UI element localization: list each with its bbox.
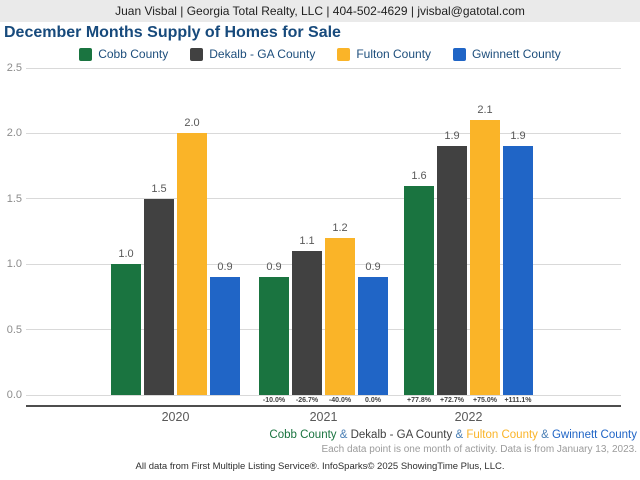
bar-value-label: 1.9 <box>444 130 460 142</box>
legend-swatch-cobb-county <box>79 47 93 61</box>
pct-change-label: +75.0% <box>473 397 497 404</box>
y-axis-tick-1.0: 1.0 <box>6 258 22 271</box>
legend-item-dekalb-ga-county: Dekalb - GA County <box>190 47 315 61</box>
x-axis-label-2022: 2022 <box>454 410 483 424</box>
bar-gwinnett-county-2021[interactable]: 0.9 <box>358 261 388 395</box>
pct-change-label: -10.0% <box>262 397 286 404</box>
bar-cobb-county-2020[interactable]: 1.0 <box>111 248 141 395</box>
legend-swatch-gwinnett-county <box>453 47 467 61</box>
legend-item-cobb-county: Cobb County <box>79 47 168 61</box>
bar-group-2021: 0.9 1.1 1.2 0.9 <box>259 68 388 395</box>
bar-value-label: 2.0 <box>184 117 200 129</box>
bar-value-label: 1.0 <box>118 248 134 260</box>
pct-change-label: +72.7% <box>440 397 464 404</box>
legend-swatch-dekalb-ga-county <box>190 47 204 61</box>
bar-group-2020: 1.0 1.5 2.0 0.9 <box>111 68 240 395</box>
pct-change-row-2022: +77.8% +72.7% +75.0% +111.1% <box>404 397 533 405</box>
bar-gwinnett-county-2020[interactable]: 0.9 <box>210 261 240 395</box>
plot-area: 0.0 0.5 1.0 1.5 2.0 2.5 1.0 1.5 2.0 0.9 2020 0.9 1.1… <box>7 62 621 424</box>
agent-contact-bar: Juan Visbal | Georgia Total Realty, LLC … <box>0 0 640 22</box>
footer-county-cobb-county: Cobb County <box>269 429 337 441</box>
gridline-1.5 <box>26 198 621 200</box>
pct-change-row-2021: -10.0% -26.7% -40.0% 0.0% <box>259 397 388 405</box>
gridline-1.0 <box>26 263 621 265</box>
footer-separator: & <box>537 429 552 441</box>
pct-change-label: 0.0% <box>365 397 381 404</box>
gridline-0.5 <box>26 329 621 331</box>
bar-fulton-county-2021[interactable]: 1.2 <box>325 222 355 395</box>
pct-change-label: -40.0% <box>328 397 352 404</box>
legend-label-gwinnett-county: Gwinnett County <box>472 47 561 61</box>
footer-attribution: All data from First Multiple Listing Ser… <box>135 461 505 472</box>
x-axis-label-2021: 2021 <box>309 410 338 424</box>
chart-legend: Cobb County Dekalb - GA County Fulton Coun… <box>0 46 640 62</box>
footer-data-note: Each data point is one month of activity… <box>321 444 637 455</box>
bar-cobb-county-2021[interactable]: 0.9 <box>259 261 289 395</box>
footer-county-fulton-county: Fulton County <box>466 429 538 441</box>
legend-item-gwinnett-county: Gwinnett County <box>453 47 561 61</box>
y-axis-tick-2.0: 2.0 <box>6 127 22 140</box>
bar-cobb-county-2022[interactable]: 1.6 <box>404 170 434 395</box>
bar-value-label: 2.1 <box>477 104 493 116</box>
bar-value-label: 1.1 <box>299 235 315 247</box>
footer-separator: & <box>336 429 351 441</box>
pct-change-label: +77.8% <box>407 397 431 404</box>
bar-value-label: 1.9 <box>510 130 526 142</box>
y-axis-tick-0.0: 0.0 <box>6 389 22 401</box>
y-axis-tick-0.5: 0.5 <box>6 323 22 336</box>
bar-value-label: 1.6 <box>411 170 427 182</box>
bar-dekalb-ga-county-2022[interactable]: 1.9 <box>437 130 467 395</box>
bar-dekalb-ga-county-2021[interactable]: 1.1 <box>292 235 322 395</box>
gridline-0.0 <box>26 394 621 396</box>
bar-value-label: 0.9 <box>365 261 381 273</box>
pct-change-label: +111.1% <box>504 397 532 404</box>
bar-gwinnett-county-2022[interactable]: 1.9 <box>503 130 533 395</box>
bar-value-label: 1.5 <box>151 183 167 195</box>
x-axis-line <box>26 405 621 407</box>
legend-label-fulton-county: Fulton County <box>356 47 432 61</box>
footer-county-list: Cobb County & Dekalb - GA County & Fulto… <box>269 429 637 441</box>
bar-dekalb-ga-county-2020[interactable]: 1.5 <box>144 183 174 395</box>
bar-group-2022: 1.6 1.9 2.1 1.9 <box>404 68 533 395</box>
bar-fulton-county-2020[interactable]: 2.0 <box>177 117 207 395</box>
footer-separator: & <box>452 429 467 441</box>
y-axis-tick-2.5: 2.5 <box>6 62 22 74</box>
bar-value-label: 0.9 <box>217 261 233 273</box>
x-axis-label-2020: 2020 <box>161 410 190 424</box>
footer-county-dekalb-ga-county: Dekalb - GA County <box>350 429 453 441</box>
footer-county-gwinnett-county: Gwinnett County <box>551 429 637 441</box>
legend-swatch-fulton-county <box>337 47 351 61</box>
legend-item-fulton-county: Fulton County <box>337 47 431 61</box>
bar-value-label: 0.9 <box>266 261 282 273</box>
legend-label-dekalb-ga-county: Dekalb - GA County <box>209 47 316 61</box>
gridline-2.5 <box>26 67 621 69</box>
pct-change-label: -26.7% <box>295 397 319 404</box>
legend-label-cobb-county: Cobb County <box>98 47 169 61</box>
bar-value-label: 1.2 <box>332 222 348 234</box>
agent-contact-text: Juan Visbal | Georgia Total Realty, LLC … <box>115 4 525 18</box>
bar-fulton-county-2022[interactable]: 2.1 <box>470 104 500 395</box>
y-axis-tick-1.5: 1.5 <box>6 192 22 205</box>
chart-title: December Months Supply of Homes for Sale <box>4 24 341 41</box>
gridline-2.0 <box>26 132 621 134</box>
